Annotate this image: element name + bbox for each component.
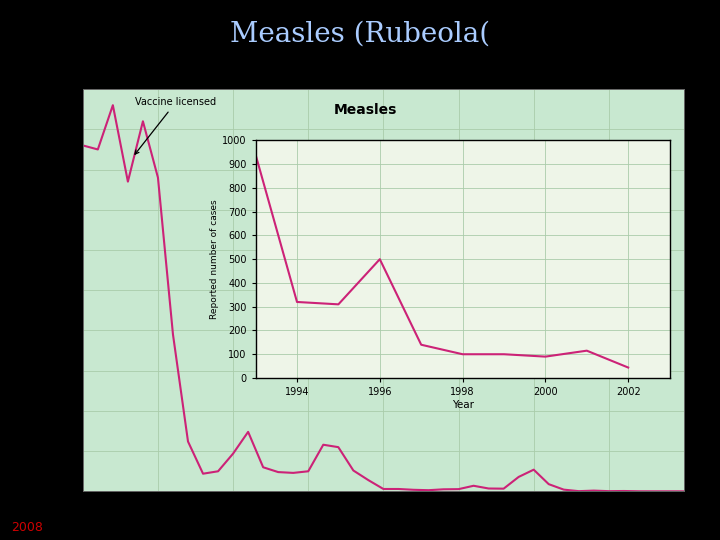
Text: Measles: Measles (333, 103, 397, 117)
Y-axis label: Reported number of cases: Reported number of cases (20, 221, 30, 359)
X-axis label: Year: Year (371, 515, 396, 528)
Text: Measles (Rubeola(: Measles (Rubeola( (230, 20, 490, 47)
X-axis label: Year: Year (451, 400, 474, 410)
Y-axis label: Reported number of cases: Reported number of cases (210, 199, 220, 319)
Text: 2008: 2008 (11, 521, 42, 535)
Text: Vaccine licensed: Vaccine licensed (135, 97, 217, 154)
